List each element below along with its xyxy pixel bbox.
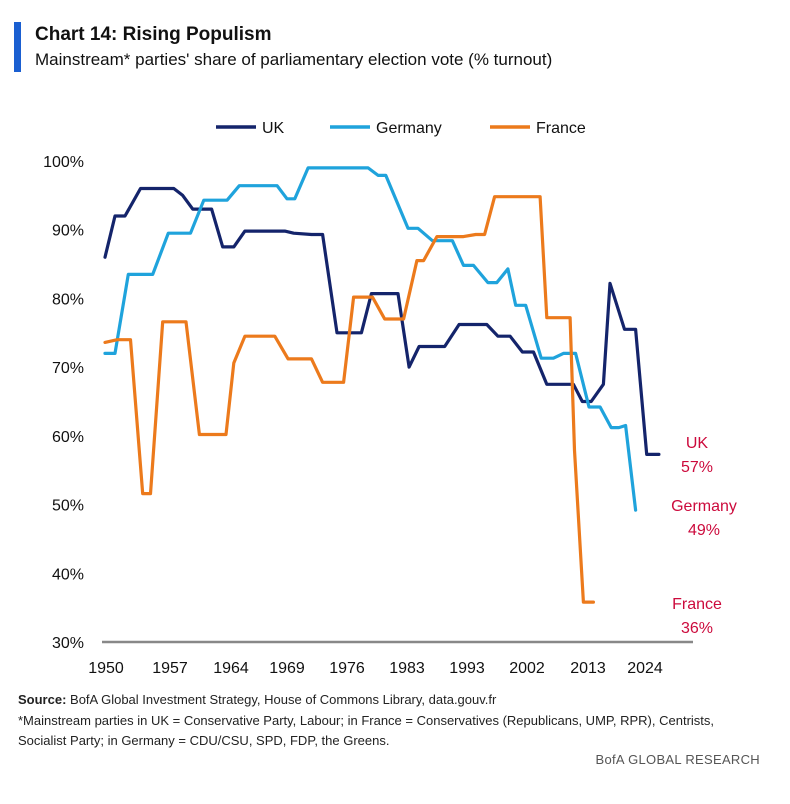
series-line-uk bbox=[103, 186, 661, 456]
end-annotations: UK 57% Germany 49% France 36% bbox=[671, 435, 737, 637]
title-accent-bar bbox=[14, 22, 21, 72]
series-line-germany bbox=[103, 166, 638, 512]
brand-label: BofA GLOBAL RESEARCH bbox=[595, 752, 760, 767]
y-tick-label: 100% bbox=[43, 154, 84, 171]
annotation-germany-value: 49% bbox=[688, 522, 720, 539]
x-tick-label: 1993 bbox=[449, 660, 485, 677]
x-tick-label: 1983 bbox=[389, 660, 425, 677]
annotation-france-label: France bbox=[672, 596, 722, 613]
x-tick-label: 1957 bbox=[152, 660, 188, 677]
x-tick-label: 1964 bbox=[213, 660, 249, 677]
legend-label-france: France bbox=[536, 120, 586, 137]
source-label: Source: bbox=[18, 692, 67, 707]
x-tick-label: 1969 bbox=[269, 660, 305, 677]
annotation-uk-label: UK bbox=[686, 435, 709, 452]
x-tick-label: 2024 bbox=[627, 660, 663, 677]
x-tick-label: 2013 bbox=[570, 660, 606, 677]
legend-label-germany: Germany bbox=[376, 120, 442, 137]
source-text: BofA Global Investment Strategy, House o… bbox=[66, 692, 497, 707]
x-tick-label: 1976 bbox=[329, 660, 365, 677]
series-line-france bbox=[103, 195, 595, 604]
x-tick-label: 2002 bbox=[509, 660, 545, 677]
chart-title: Chart 14: Rising Populism bbox=[35, 24, 272, 45]
y-axis: 30% 40% 50% 60% 70% 80% 90% 100% bbox=[43, 154, 84, 652]
annotation-germany-label: Germany bbox=[671, 498, 737, 515]
annotation-france-value: 36% bbox=[681, 620, 713, 637]
footnote-line-1: *Mainstream parties in UK = Conservative… bbox=[18, 713, 715, 728]
source-line: Source: BofA Global Investment Strategy,… bbox=[18, 690, 496, 710]
x-axis: 1950 1957 1964 1969 1976 1983 1993 2002 2013 2024 bbox=[88, 640, 693, 677]
y-tick-label: 90% bbox=[52, 223, 84, 240]
y-tick-label: 70% bbox=[52, 360, 84, 377]
line-chart: UK Germany France 30% 40% 50% 60% 70% 80% 90% 100… bbox=[43, 120, 737, 677]
y-tick-label: 50% bbox=[52, 498, 84, 515]
chart-subtitle: Mainstream* parties' share of parliament… bbox=[35, 50, 553, 69]
footnote-line-2: Socialist Party; in Germany = CDU/CSU, S… bbox=[18, 733, 390, 748]
x-tick-label: 1950 bbox=[88, 660, 124, 677]
chart-legend: UK Germany France bbox=[216, 120, 586, 137]
y-tick-label: 60% bbox=[52, 429, 84, 446]
series-lines bbox=[103, 166, 661, 604]
y-tick-label: 30% bbox=[52, 635, 84, 652]
y-tick-label: 40% bbox=[52, 566, 84, 583]
annotation-uk-value: 57% bbox=[681, 459, 713, 476]
legend-label-uk: UK bbox=[262, 120, 285, 137]
y-tick-label: 80% bbox=[52, 291, 84, 308]
